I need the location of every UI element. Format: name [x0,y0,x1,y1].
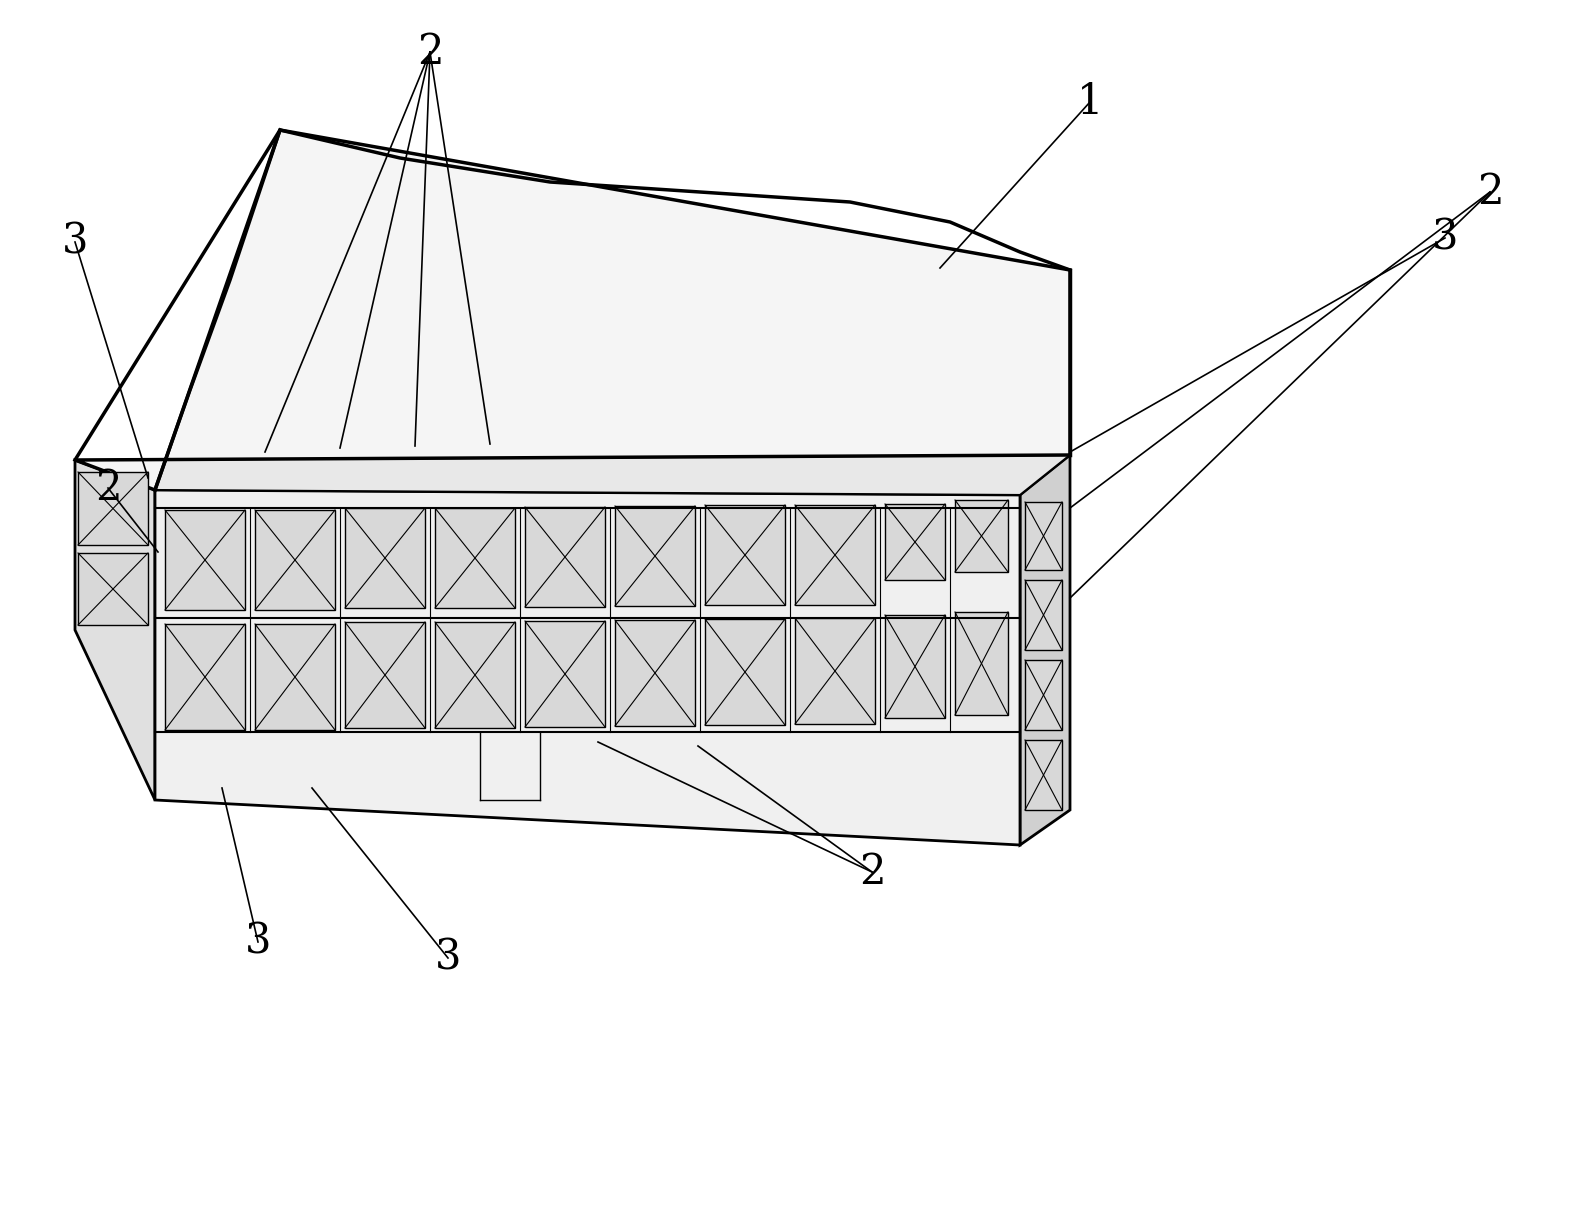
Text: 2: 2 [95,467,122,509]
Polygon shape [1020,455,1071,845]
Polygon shape [344,508,425,609]
Polygon shape [434,622,515,728]
Polygon shape [164,625,245,730]
Polygon shape [74,455,1071,494]
Polygon shape [704,618,785,725]
Polygon shape [1025,740,1063,810]
Polygon shape [794,618,875,724]
Polygon shape [614,506,695,606]
Polygon shape [155,490,1020,845]
Polygon shape [344,622,425,728]
Polygon shape [254,625,335,730]
Text: 3: 3 [434,937,461,979]
Polygon shape [524,621,605,728]
Polygon shape [524,507,605,607]
Polygon shape [794,506,875,605]
Text: 3: 3 [1432,217,1459,259]
Polygon shape [74,460,155,800]
Polygon shape [74,130,1071,490]
Polygon shape [77,472,148,545]
Polygon shape [77,553,148,625]
Polygon shape [434,508,515,609]
Text: 2: 2 [417,31,444,72]
Polygon shape [704,506,785,605]
Text: 2: 2 [859,852,886,893]
Text: 1: 1 [1077,81,1104,123]
Polygon shape [614,620,695,726]
Polygon shape [884,615,944,718]
Text: 3: 3 [245,921,272,963]
Polygon shape [955,499,1007,572]
Polygon shape [164,510,245,610]
Text: 3: 3 [62,221,88,263]
Polygon shape [1025,660,1063,730]
Polygon shape [1025,580,1063,650]
Polygon shape [955,612,1007,715]
Polygon shape [1025,502,1063,571]
Polygon shape [884,504,944,580]
Text: 2: 2 [1476,171,1503,213]
Polygon shape [254,510,335,610]
